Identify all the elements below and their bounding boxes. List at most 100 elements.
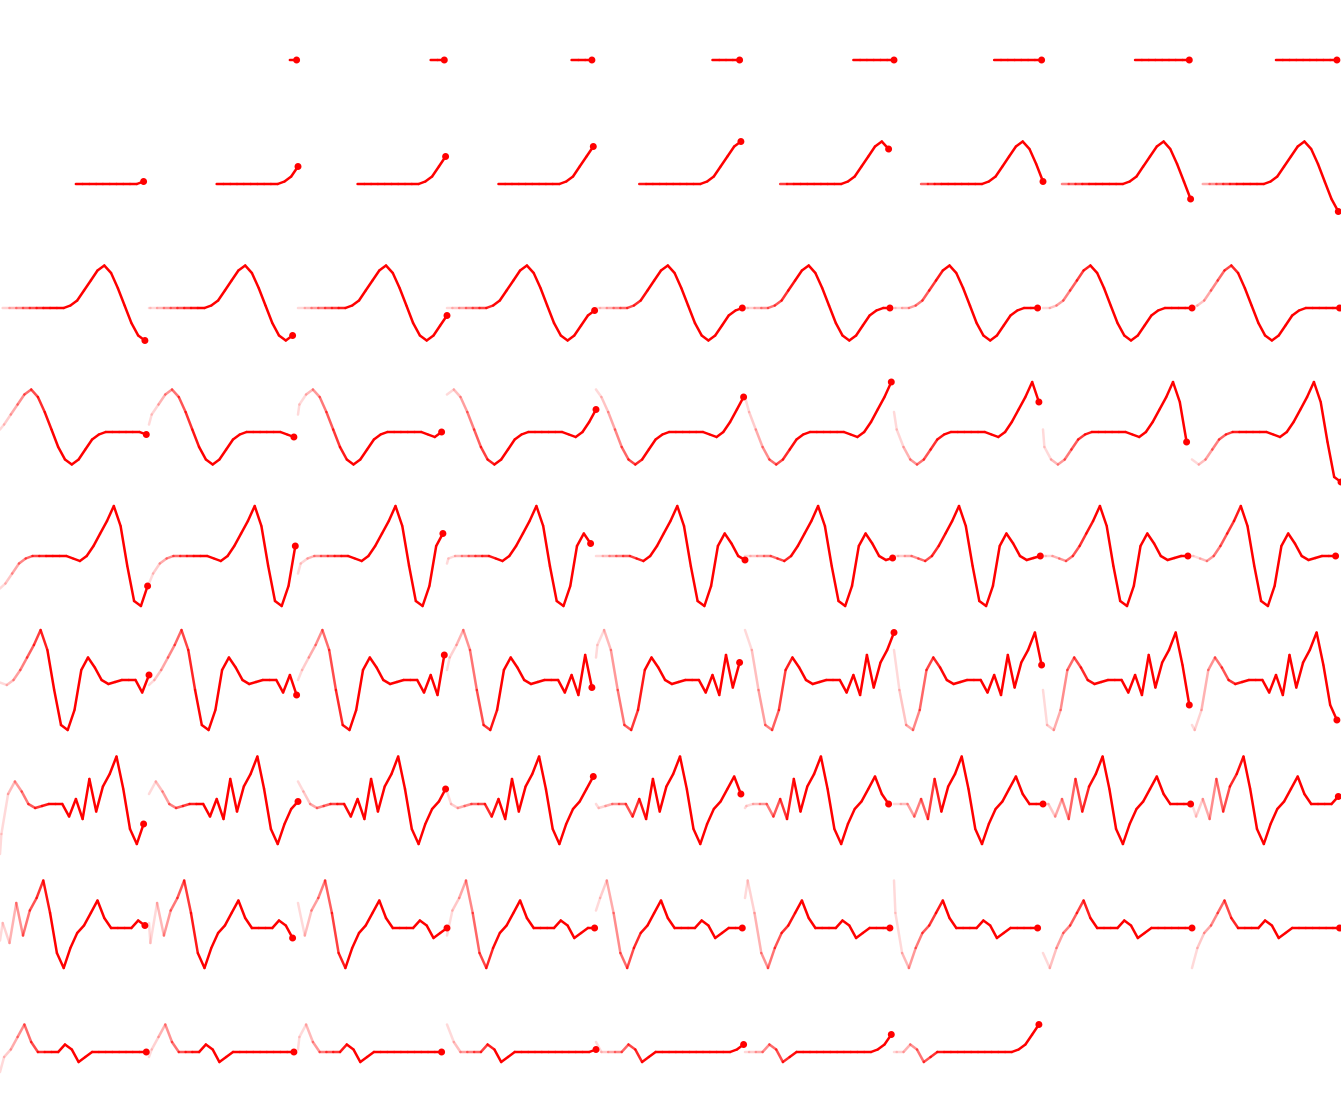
trace-segment — [745, 802, 755, 808]
trace-head-dot — [1039, 178, 1047, 185]
trace-segment — [1136, 931, 1146, 940]
trace-segment — [1190, 723, 1196, 732]
trace-segment — [1198, 557, 1209, 563]
trace-segment — [707, 924, 717, 940]
trace-segment — [63, 458, 74, 466]
trace-segment — [46, 648, 56, 692]
trace-segment — [257, 286, 267, 307]
trace-segment — [204, 458, 214, 466]
trace-head-dot — [443, 312, 451, 319]
trace-segment — [1212, 544, 1222, 558]
trace-frame — [147, 388, 298, 466]
trace-frame — [892, 879, 1042, 970]
trace-segment — [1086, 678, 1096, 686]
trace-segment — [820, 286, 831, 307]
trace-segment — [571, 800, 581, 811]
trace-head-dot — [591, 924, 599, 932]
trace-segment — [1295, 661, 1305, 689]
trace-segment — [854, 931, 865, 940]
trace-segment — [29, 1040, 40, 1054]
trace-segment — [1071, 544, 1081, 558]
trace-segment — [987, 807, 997, 826]
trace-segment — [921, 289, 931, 302]
trace-segment — [1263, 334, 1274, 342]
trace-segment — [994, 165, 1004, 178]
trace-segment — [1078, 532, 1088, 548]
trace-segment — [1118, 599, 1129, 608]
trace-segment — [512, 899, 522, 915]
trace-head-dot — [1184, 552, 1192, 560]
trace-segment — [275, 678, 285, 694]
trace-segment — [999, 653, 1010, 697]
trace-segment — [0, 1055, 6, 1074]
trace-segment — [89, 899, 99, 915]
trace-segment — [1135, 165, 1145, 178]
trace-segment — [594, 1040, 603, 1054]
trace-segment — [1144, 420, 1154, 434]
trace-head-dot — [1036, 552, 1044, 560]
trace-segment — [1174, 631, 1184, 667]
trace-segment — [1041, 428, 1046, 449]
trace-segment — [941, 264, 951, 272]
trace-segment — [478, 951, 488, 970]
trace-head-dot — [289, 934, 297, 942]
trace-segment — [276, 822, 286, 846]
trace-segment — [262, 787, 273, 831]
trace-segment — [846, 807, 856, 826]
trace-frame — [892, 755, 1047, 846]
trace-frame — [356, 153, 450, 186]
trace-segment — [169, 896, 179, 912]
trace-segment — [1236, 271, 1247, 290]
trace-frame — [497, 143, 597, 186]
trace-segment — [1303, 140, 1313, 151]
trace-segment — [39, 628, 49, 652]
trace-segment — [364, 279, 374, 292]
trace-segment — [1062, 924, 1072, 935]
trace-segment — [658, 785, 668, 813]
trace-segment — [317, 879, 327, 900]
trace-segment — [1215, 777, 1225, 813]
trace-frame — [147, 264, 297, 342]
trace-segment — [994, 800, 1004, 811]
trace-segment — [311, 1040, 321, 1054]
trace-segment — [189, 911, 200, 955]
trace-segment — [631, 797, 641, 818]
trace-segment — [1250, 304, 1260, 325]
trace-head-dot — [885, 800, 893, 808]
trace-segment — [176, 879, 186, 900]
trace-segment — [241, 678, 251, 686]
trace-head-dot — [738, 924, 746, 932]
trace-segment — [429, 673, 439, 697]
trace-frame — [594, 264, 746, 342]
trace-segment — [1098, 504, 1108, 528]
trace-segment — [1068, 911, 1079, 927]
trace-segment — [359, 1055, 369, 1064]
trace-segment — [394, 504, 404, 528]
trace-segment — [1017, 1043, 1027, 1051]
trace-head-dot — [1333, 56, 1341, 64]
trace-segment — [982, 919, 992, 927]
trace-segment — [1316, 162, 1326, 183]
trace-segment — [987, 175, 997, 183]
trace-segment — [713, 324, 724, 337]
trace-segment — [692, 827, 702, 846]
trace-segment — [1293, 542, 1303, 558]
trace-frame — [296, 755, 450, 846]
trace-segment — [0, 582, 7, 590]
trace-segment — [1167, 631, 1177, 652]
trace-segment — [1070, 438, 1080, 451]
trace-segment — [634, 458, 644, 466]
trace-segment — [1123, 919, 1133, 927]
trace-segment — [1274, 673, 1285, 697]
trace-segment — [101, 772, 111, 788]
trace-segment — [579, 314, 590, 327]
trace-frame — [1133, 56, 1193, 64]
trace-segment — [914, 299, 924, 307]
trace-head-dot — [140, 178, 148, 185]
trace-segment — [424, 175, 434, 183]
trace-segment — [436, 653, 446, 697]
trace-frame — [743, 628, 898, 732]
trace-segment — [216, 289, 227, 302]
trace-segment — [233, 532, 243, 548]
trace-segment — [563, 673, 573, 694]
